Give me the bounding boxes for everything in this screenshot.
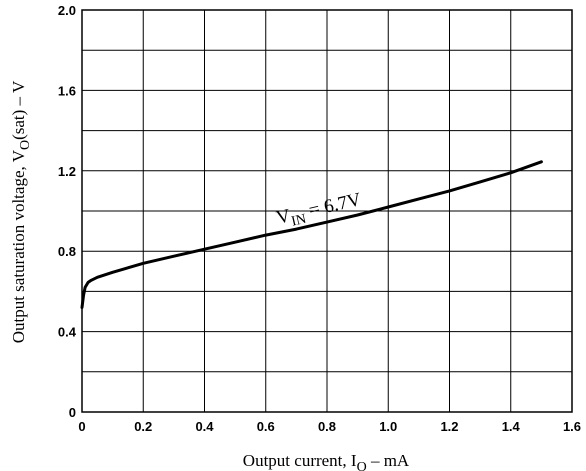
x-axis-label-main: Output current, I	[243, 451, 357, 470]
x-tick-label: 0.6	[257, 419, 275, 434]
x-tick-label: 0.2	[134, 419, 152, 434]
x-tick-label: 1.6	[563, 419, 581, 434]
x-axis-label-sub: O	[357, 460, 367, 471]
x-tick-label: 1.4	[502, 419, 521, 434]
grid-lines	[82, 10, 572, 412]
annotation-rest: = 6.7V	[302, 189, 363, 223]
series-line	[80, 160, 543, 309]
y-tick-label: 0.8	[58, 244, 76, 259]
y-tick-label: 2.0	[58, 3, 76, 18]
tick-labels: 0 0.2 0.4 0.6 0.8 1.0 1.2 1.4 1.6 0 0.4 0.8 1.2 1.6 2.…	[58, 3, 581, 434]
curve-annotation: VIN = 6.7V	[274, 189, 364, 233]
y-axis-label: Output saturation voltage, VO(sat) – V	[9, 80, 33, 343]
x-tick-label: 1.2	[440, 419, 458, 434]
y-tick-label: 1.6	[58, 83, 76, 98]
y-axis-label-main: Output saturation voltage, V	[9, 149, 28, 343]
plot-frame	[81, 9, 573, 413]
x-axis-label-unit: – mA	[367, 451, 410, 470]
y-axis-label-unit: – V	[9, 80, 28, 110]
x-tick-label: 0.4	[195, 419, 214, 434]
x-tick-label: 0.8	[318, 419, 336, 434]
y-axis-label-tail: (sat)	[9, 110, 28, 140]
y-tick-label: 0.4	[58, 325, 77, 340]
y-tick-label: 0	[69, 405, 76, 420]
x-tick-label: 1.0	[379, 419, 397, 434]
y-axis-label-sub: O	[18, 140, 33, 150]
y-tick-label: 1.2	[58, 164, 76, 179]
annotation-sub: IN	[290, 212, 308, 230]
x-tick-label: 0	[78, 419, 85, 434]
x-axis-label: Output current, IO – mA	[243, 451, 410, 471]
annotation-main: V	[274, 205, 292, 229]
